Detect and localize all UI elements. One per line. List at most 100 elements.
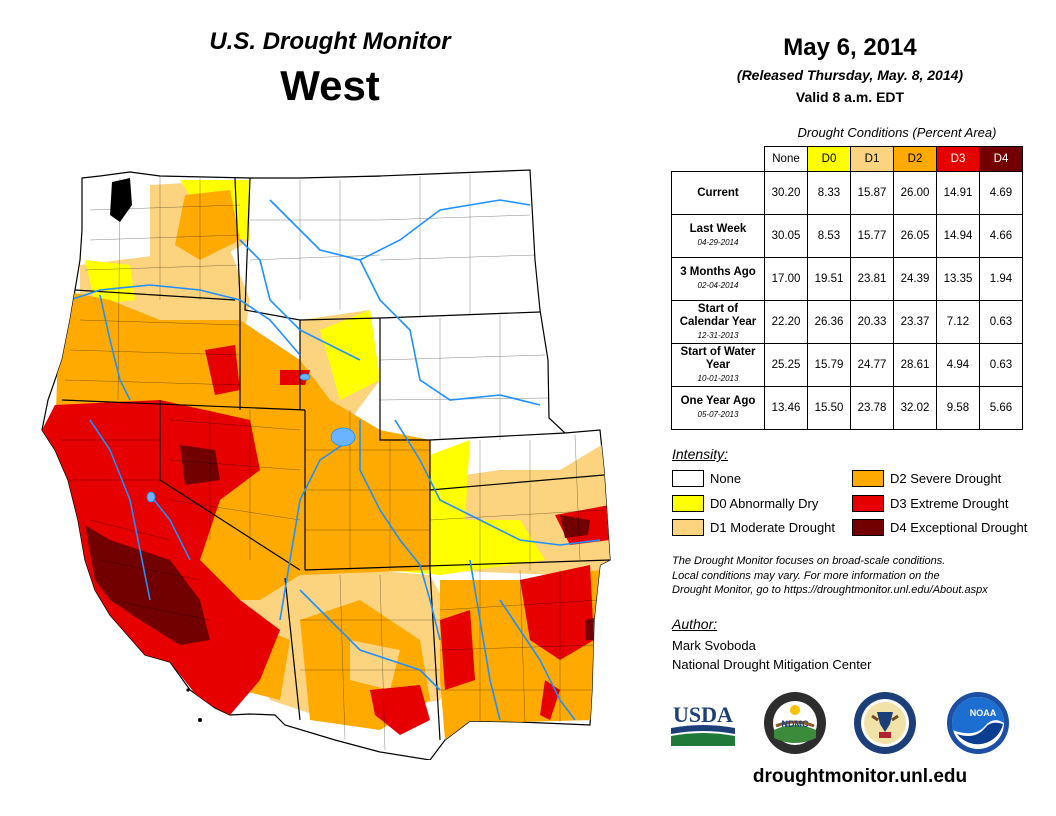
cell-value: 14.94 <box>936 214 980 258</box>
noaa-logo: NOAA <box>947 692 1009 754</box>
legend-item-none: None <box>672 470 741 487</box>
table-row: Start of Calendar Year 12-31-2013 22.20 26.… <box>671 300 1023 344</box>
col-header-d3: D3 <box>936 146 980 172</box>
cell-value: 14.91 <box>936 171 980 215</box>
legend-swatch <box>672 470 704 487</box>
legend-label: D4 Exceptional Drought <box>890 520 1028 535</box>
ndmc-logo-text: NDMC <box>782 719 809 729</box>
table-row: Current 30.20 8.33 15.87 26.00 14.91 4.69 <box>671 171 1023 215</box>
rivers <box>69 199 601 721</box>
cell-value: 15.87 <box>850 171 894 215</box>
row-label: One Year Ago 05-07-2013 <box>671 386 765 430</box>
row-label: Start of Water Year 10-01-2013 <box>671 343 765 387</box>
cell-value: 20.33 <box>850 300 894 344</box>
row-label-text: Start of Water Year <box>680 345 756 371</box>
col-header-d1: D1 <box>850 146 894 172</box>
lakes <box>146 373 356 503</box>
row-date: 12-31-2013 <box>697 330 739 340</box>
cell-value: 25.25 <box>764 343 808 387</box>
cell-value: 0.63 <box>979 343 1023 387</box>
ndmc-logo: NDMC <box>764 692 826 754</box>
row-label: 3 Months Ago 02-04-2014 <box>671 257 765 301</box>
cell-value: 32.02 <box>893 386 937 430</box>
cell-value: 24.39 <box>893 257 937 301</box>
table-corner <box>672 147 765 172</box>
col-header-d0: D0 <box>807 146 851 172</box>
region-title: West <box>280 62 380 109</box>
note-line: Local conditions may vary. For more info… <box>672 569 940 582</box>
legend-item-d3: D3 Extreme Drought <box>852 495 1009 512</box>
legend-swatch <box>672 495 704 512</box>
row-label: Start of Calendar Year 12-31-2013 <box>671 300 765 344</box>
drought-map <box>41 169 611 760</box>
table-row: Start of Water Year 10-01-2013 25.25 15.79 2… <box>671 343 1023 387</box>
cell-value: 24.77 <box>850 343 894 387</box>
cell-value: 26.00 <box>893 171 937 215</box>
cell-value: 1.94 <box>979 257 1023 301</box>
cell-value: 4.69 <box>979 171 1023 215</box>
row-date: 02-04-2014 <box>697 281 739 290</box>
row-label-text: Current <box>697 186 739 199</box>
cell-value: 23.37 <box>893 300 937 344</box>
monitor-title: U.S. Drought Monitor <box>209 28 451 55</box>
legend-item-d4: D4 Exceptional Drought <box>852 519 1027 536</box>
legend-swatch <box>852 470 884 487</box>
cell-value: 4.66 <box>979 214 1023 258</box>
row-label-text: 3 Months Ago <box>680 266 756 278</box>
cell-value: 19.51 <box>807 257 851 301</box>
usda-logo-text: USDA <box>673 702 733 727</box>
author-org: National Drought Mitigation Center <box>672 657 872 672</box>
release-date: (Released Thursday, May. 8, 2014) <box>736 67 964 83</box>
row-date: 10-01-2013 <box>697 373 739 383</box>
cell-value: 13.46 <box>764 386 808 430</box>
website-link[interactable]: droughtmonitor.unl.edu <box>752 766 968 787</box>
table-row: Last Week 04-29-2014 30.05 8.53 15.77 26.05 14… <box>671 214 1023 258</box>
table-caption: Drought Conditions (Percent Area) <box>797 125 997 140</box>
cell-value: 26.36 <box>807 300 851 344</box>
commerce-seal <box>854 692 916 754</box>
legend-item-d2: D2 Severe Drought <box>852 470 1001 487</box>
cell-value: 7.12 <box>936 300 980 344</box>
legend-label: D0 Abnormally Dry <box>710 496 819 511</box>
legend-swatch <box>852 495 884 512</box>
row-label-text: One Year Ago <box>680 395 756 407</box>
coastal-islands <box>110 178 202 722</box>
legend-label: D2 Severe Drought <box>890 471 1002 486</box>
drought-conditions-table: None D0 D1 D2 D3 D4 Current 30.20 8.33 15.8… <box>671 146 1023 430</box>
cell-value: 0.63 <box>979 300 1023 344</box>
cell-value: 15.50 <box>807 386 851 430</box>
legend-label: None <box>710 471 742 486</box>
row-date: 05-07-2013 <box>697 410 739 419</box>
map-date: May 6, 2014 <box>783 34 917 61</box>
usda-logo: USDA <box>671 702 735 746</box>
legend-label: D1 Moderate Drought <box>710 520 836 535</box>
cell-value: 13.35 <box>936 257 980 301</box>
cell-value: 26.05 <box>893 214 937 258</box>
table-row: One Year Ago 05-07-2013 13.46 15.50 23.78 32.… <box>671 386 1023 430</box>
cell-value: 28.61 <box>893 343 937 387</box>
col-header-none: None <box>764 146 808 172</box>
legend-swatch <box>852 519 884 536</box>
legend-swatch <box>672 519 704 536</box>
intensity-heading: Intensity: <box>672 446 729 462</box>
cell-value: 15.77 <box>850 214 894 258</box>
row-label-text: Start of Calendar Year <box>679 302 757 328</box>
row-label-text: Last Week <box>689 223 747 235</box>
cell-value: 8.33 <box>807 171 851 215</box>
col-header-d2: D2 <box>893 146 937 172</box>
cell-value: 9.58 <box>936 386 980 430</box>
cell-value: 8.53 <box>807 214 851 258</box>
legend-item-d1: D1 Moderate Drought <box>672 519 835 536</box>
legend-label: D3 Extreme Drought <box>890 496 1009 511</box>
cell-value: 23.81 <box>850 257 894 301</box>
table-header-row: None D0 D1 D2 D3 D4 <box>672 146 1023 172</box>
disclaimer-note: The Drought Monitor focuses on broad-sca… <box>672 554 1042 598</box>
author-heading: Author: <box>672 616 718 632</box>
cell-value: 23.78 <box>850 386 894 430</box>
col-header-d4: D4 <box>979 146 1023 172</box>
cell-value: 4.94 <box>936 343 980 387</box>
table-row: 3 Months Ago 02-04-2014 17.00 19.51 23.81 24.… <box>671 257 1023 301</box>
cell-value: 30.20 <box>764 171 808 215</box>
cell-value: 17.00 <box>764 257 808 301</box>
noaa-logo-text: NOAA <box>970 708 997 718</box>
